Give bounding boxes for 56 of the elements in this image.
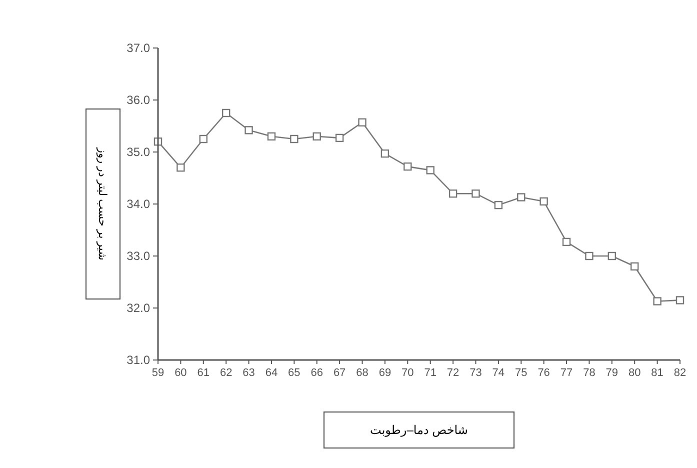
point <box>494 200 503 210</box>
x-tick-label: 59 <box>152 367 164 379</box>
point <box>608 252 616 260</box>
x-tick-label: 77 <box>560 367 573 379</box>
y-tick-label: 34.0 <box>126 197 150 212</box>
y-tick-label: 35.0 <box>126 145 150 160</box>
x-tick-label: 72 <box>446 367 460 379</box>
point <box>517 193 526 202</box>
x-tick-label: 69 <box>378 367 392 379</box>
point <box>676 296 684 304</box>
point <box>199 134 208 144</box>
point <box>244 126 253 134</box>
point <box>176 164 185 172</box>
x-tick-label: 60 <box>174 367 187 379</box>
x-tick-label: 63 <box>242 367 255 379</box>
point <box>472 190 480 198</box>
point <box>335 134 344 142</box>
point <box>630 262 639 270</box>
point <box>267 132 276 140</box>
x-tick-label: 70 <box>402 367 414 379</box>
point <box>358 118 366 126</box>
point <box>312 132 321 140</box>
point <box>380 149 390 158</box>
x-tick-label: 78 <box>583 367 596 379</box>
point <box>540 197 548 206</box>
x-tick-label: 64 <box>265 367 278 379</box>
x-tick-label: 74 <box>492 367 505 379</box>
point <box>426 166 434 174</box>
point <box>585 252 594 260</box>
x-axis-title: شاخص دما–رطوبت <box>370 423 468 438</box>
point <box>653 297 662 306</box>
x-tick-label: 62 <box>220 367 232 379</box>
x-tick-label: 76 <box>538 367 550 379</box>
x-tick-label: 82 <box>674 367 686 379</box>
x-tick-label: 75 <box>515 367 528 379</box>
point <box>290 134 298 144</box>
x-tick-label: 67 <box>333 367 346 379</box>
x-tick-label: 73 <box>470 367 482 379</box>
x-tick-label: 71 <box>424 367 436 379</box>
x-tick-label: 68 <box>356 367 368 379</box>
x-tick-label: 66 <box>310 367 323 379</box>
y-tick-label: 37.0 <box>126 41 150 56</box>
x-tick-label: 81 <box>651 367 664 379</box>
point <box>448 190 458 198</box>
point <box>222 108 230 118</box>
x-tick-label: 79 <box>606 367 618 379</box>
point <box>404 162 412 171</box>
x-tick-label: 65 <box>288 367 300 379</box>
point <box>562 238 571 246</box>
y-axis-title: شیر بر حسب لیتر در روز <box>96 146 108 260</box>
y-tick-label: 36.0 <box>126 93 150 108</box>
y-tick-label: 33.0 <box>126 249 150 264</box>
x-tick-label: 61 <box>197 367 210 379</box>
y-tick-label: 31.0 <box>126 353 150 368</box>
x-tick-label: 80 <box>628 367 641 379</box>
y-tick-label: 32.0 <box>126 301 150 316</box>
